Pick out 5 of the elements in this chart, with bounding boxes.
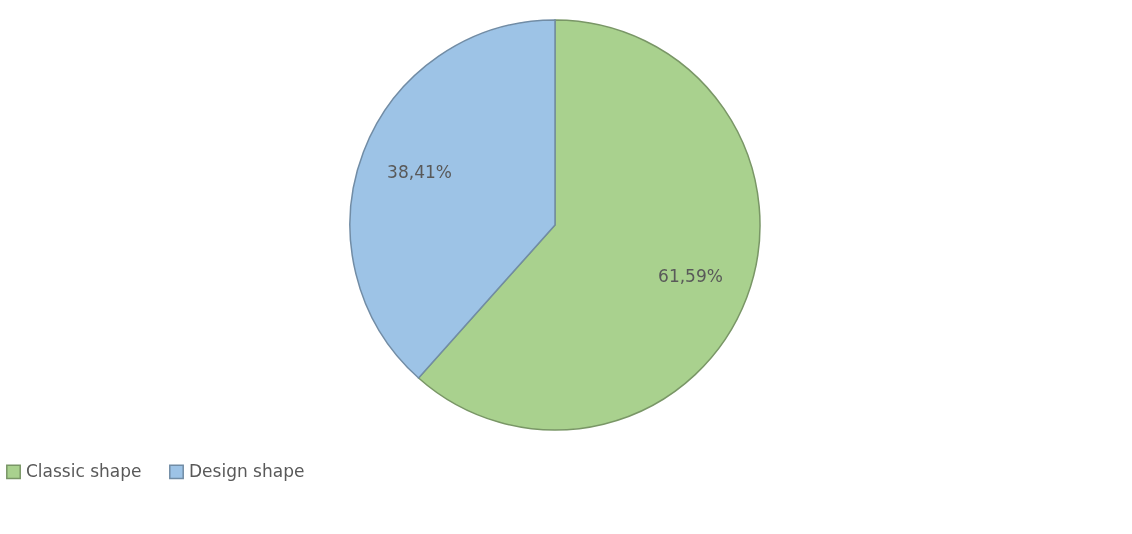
data-label: 61,59% <box>658 265 723 286</box>
legend-label: Design shape <box>189 460 305 481</box>
pie-slice <box>349 19 556 379</box>
data-label: 38,41% <box>387 162 452 183</box>
legend-label: Classic shape <box>26 460 142 481</box>
